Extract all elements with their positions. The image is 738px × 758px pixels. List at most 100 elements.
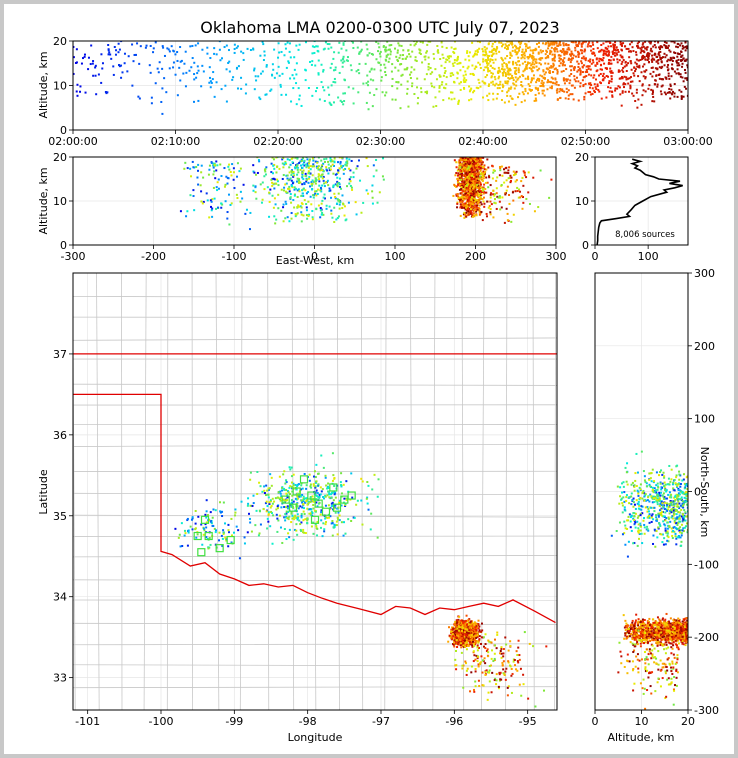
time-height-source (277, 65, 280, 68)
plan-view-source (476, 635, 479, 638)
east-west-source (322, 162, 325, 165)
east-west-source (505, 171, 508, 174)
east-west-source (463, 193, 466, 196)
time-height-source (663, 91, 666, 94)
time-height-source (598, 74, 601, 77)
east-west-source (300, 194, 303, 197)
histogram-y-tick-label: 20 (575, 151, 589, 164)
time-height-source (399, 63, 402, 66)
time-height-source (405, 68, 408, 71)
plan-view-source (187, 529, 190, 532)
time-height-source (677, 43, 680, 46)
time-height-source (680, 42, 683, 45)
time-height-source (193, 78, 196, 81)
time-height-source (642, 50, 645, 53)
east-west-source (318, 178, 321, 181)
east-west-source (474, 173, 477, 176)
east-west-source (340, 187, 343, 190)
time-height-source (642, 89, 645, 92)
east-west-source (490, 203, 493, 206)
east-west-source (300, 211, 303, 214)
east-west-source (355, 213, 358, 216)
time-height-source (233, 47, 236, 50)
time-height-source (485, 60, 488, 63)
time-height-source (609, 67, 612, 70)
time-height-source (651, 100, 654, 103)
time-height-source (334, 68, 337, 71)
time-height-source (604, 67, 607, 70)
plan-view-source (221, 537, 224, 540)
time-height-source (253, 67, 256, 70)
plan-view-source (288, 493, 291, 496)
plan-view-source (292, 484, 295, 487)
plan-view-source (310, 510, 313, 513)
east-west-source (220, 175, 223, 178)
plan-view-source (350, 472, 353, 475)
time-height-source (548, 52, 551, 55)
time-height-source (584, 49, 587, 52)
time-height-source (596, 41, 599, 44)
east-west-source (481, 189, 484, 192)
time-height-source (542, 84, 545, 87)
time-height-source (622, 82, 625, 85)
time-height-source (452, 64, 455, 67)
plan-view-source (285, 489, 288, 492)
east-west-source (467, 190, 470, 193)
plan-view-source (302, 510, 305, 513)
time-height-source (408, 53, 411, 56)
east-west-source (345, 218, 348, 221)
time-height-source (558, 54, 561, 57)
plan-view-source (304, 518, 307, 521)
east-west-source (468, 179, 471, 182)
time-height-source (497, 84, 500, 87)
time-height-source (145, 44, 148, 47)
east-west-source (296, 212, 299, 215)
east-west-source (215, 169, 218, 172)
east-west-source (288, 220, 291, 223)
plan-view-source (305, 497, 308, 500)
plan-view-source (344, 503, 347, 506)
time-height-source (468, 90, 471, 93)
east-west-source (485, 215, 488, 218)
east-west-source (305, 214, 308, 217)
time-height-source (526, 47, 529, 50)
county-line (73, 664, 557, 667)
time-height-source (330, 84, 333, 87)
time-height-source (489, 64, 492, 67)
plan-view-source (243, 536, 246, 539)
time-height-source (112, 65, 115, 68)
plan-view-source (307, 500, 310, 503)
plan-view-source (327, 490, 330, 493)
east-west-source (223, 167, 226, 170)
time-height-source (542, 76, 545, 79)
time-height-source (599, 72, 602, 75)
east-west-source (499, 208, 502, 211)
time-height-source (456, 57, 459, 60)
time-height-source (621, 75, 624, 78)
time-height-source (663, 52, 666, 55)
east-west-source (302, 163, 305, 166)
east-west-source (471, 213, 474, 216)
time-height-source (622, 59, 625, 62)
time-height-source (650, 47, 653, 50)
plan-view-source (208, 537, 211, 540)
east-west-source (330, 209, 333, 212)
time-height-source (621, 90, 624, 93)
time-height-source (491, 45, 494, 48)
east-west-source (462, 162, 465, 165)
time-height-source (244, 92, 247, 95)
east-west-source (508, 202, 511, 205)
east-west-source (479, 192, 482, 195)
time-height-source (530, 64, 533, 67)
time-height-source (664, 56, 667, 59)
east-west-source (471, 195, 474, 198)
time-height-source (666, 66, 669, 69)
east-west-source (306, 164, 309, 167)
east-west-source (301, 175, 304, 178)
east-west-source (465, 178, 468, 181)
east-west-source (184, 161, 187, 164)
time-height-source (556, 91, 559, 94)
time-height-source (574, 80, 577, 83)
east-west-source (496, 176, 499, 179)
time-height-source (259, 98, 262, 101)
